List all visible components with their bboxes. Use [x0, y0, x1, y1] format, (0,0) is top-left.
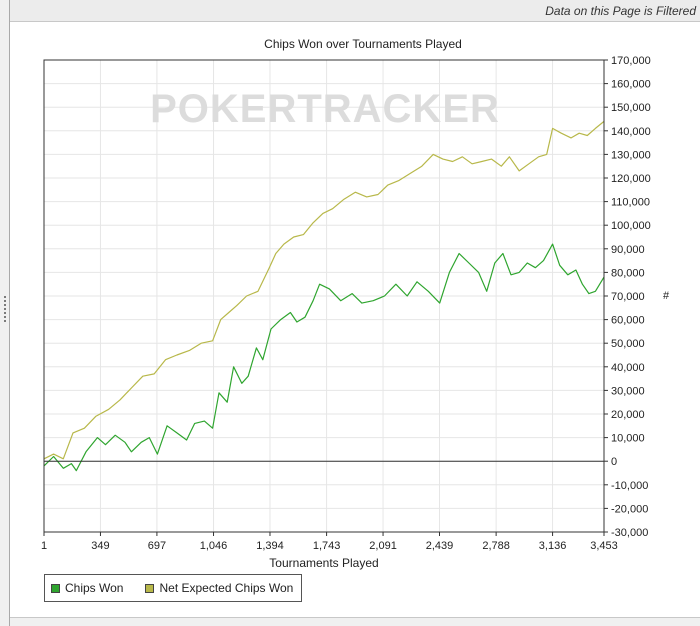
legend-label-chips-won: Chips Won	[65, 581, 124, 595]
x-tick-label: 3,136	[539, 540, 567, 552]
y-tick-label: 160,000	[611, 79, 651, 91]
y-tick-label: 80,000	[611, 267, 645, 279]
y-tick-label: 90,000	[611, 244, 645, 256]
y-tick-label: 150,000	[611, 102, 651, 114]
bottom-status-strip	[10, 617, 700, 626]
x-tick-label: 1,046	[200, 540, 228, 552]
y-tick-label: -20,000	[611, 503, 648, 515]
legend-label-net-expected: Net Expected Chips Won	[159, 581, 294, 595]
y-tick-label: 60,000	[611, 315, 645, 327]
chart-legend: Chips Won Net Expected Chips Won	[44, 574, 303, 602]
y-tick-label: 100,000	[611, 220, 651, 232]
y-tick-label: 130,000	[611, 149, 651, 161]
y-tick-label: -10,000	[611, 480, 648, 492]
y-tick-label: 110,000	[611, 197, 650, 209]
series-line-net-expected	[43, 120, 605, 460]
grip-dots-icon[interactable]	[4, 296, 6, 324]
y-axis-ticks: -30,000 -20,000 -10,000 0 10,000 20,000 30,000…	[604, 55, 651, 539]
y-tick-label: 40,000	[611, 362, 645, 374]
series-lines	[43, 120, 605, 472]
y-tick-label: 170,000	[611, 55, 651, 67]
x-tick-label: 697	[148, 540, 166, 552]
y-tick-label: -30,000	[611, 527, 648, 539]
filter-notice: Data on this Page is Filtered	[545, 4, 696, 18]
side-marker: #	[663, 290, 670, 302]
x-tick-label: 2,788	[482, 540, 510, 552]
series-line-chips-won	[43, 243, 605, 472]
x-tick-label: 3,453	[590, 540, 618, 552]
y-tick-label: 50,000	[611, 338, 645, 350]
x-tick-label: 1,394	[256, 540, 284, 552]
pokertracker-watermark: POKERTRACKER	[150, 87, 500, 131]
x-axis-ticks: 1 349 697 1,046 1,394 1,743 2,091 2,439 2,788 3,1…	[41, 532, 618, 552]
x-tick-label: 1	[41, 540, 47, 552]
y-tick-label: 0	[611, 456, 617, 468]
left-splitter-bar[interactable]	[0, 0, 10, 626]
legend-swatch-net-expected	[145, 583, 155, 593]
x-tick-label: 349	[91, 540, 109, 552]
y-tick-label: 20,000	[611, 409, 645, 421]
legend-item-net-expected[interactable]: Net Expected Chips Won	[145, 581, 293, 595]
x-tick-label: 2,091	[369, 540, 397, 552]
x-axis-label: Tournaments Played	[269, 556, 378, 570]
y-tick-label: 10,000	[611, 433, 645, 445]
y-tick-label: 70,000	[611, 291, 645, 303]
legend-item-chips-won[interactable]: Chips Won	[51, 581, 123, 595]
filter-banner: Data on this Page is Filtered	[10, 0, 700, 22]
chart-title: Chips Won over Tournaments Played	[264, 37, 462, 51]
y-tick-label: 30,000	[611, 385, 645, 397]
x-tick-label: 1,743	[313, 540, 341, 552]
x-tick-label: 2,439	[426, 540, 454, 552]
y-tick-label: 120,000	[611, 173, 651, 185]
y-tick-label: 140,000	[611, 126, 651, 138]
legend-swatch-chips-won	[51, 583, 60, 593]
